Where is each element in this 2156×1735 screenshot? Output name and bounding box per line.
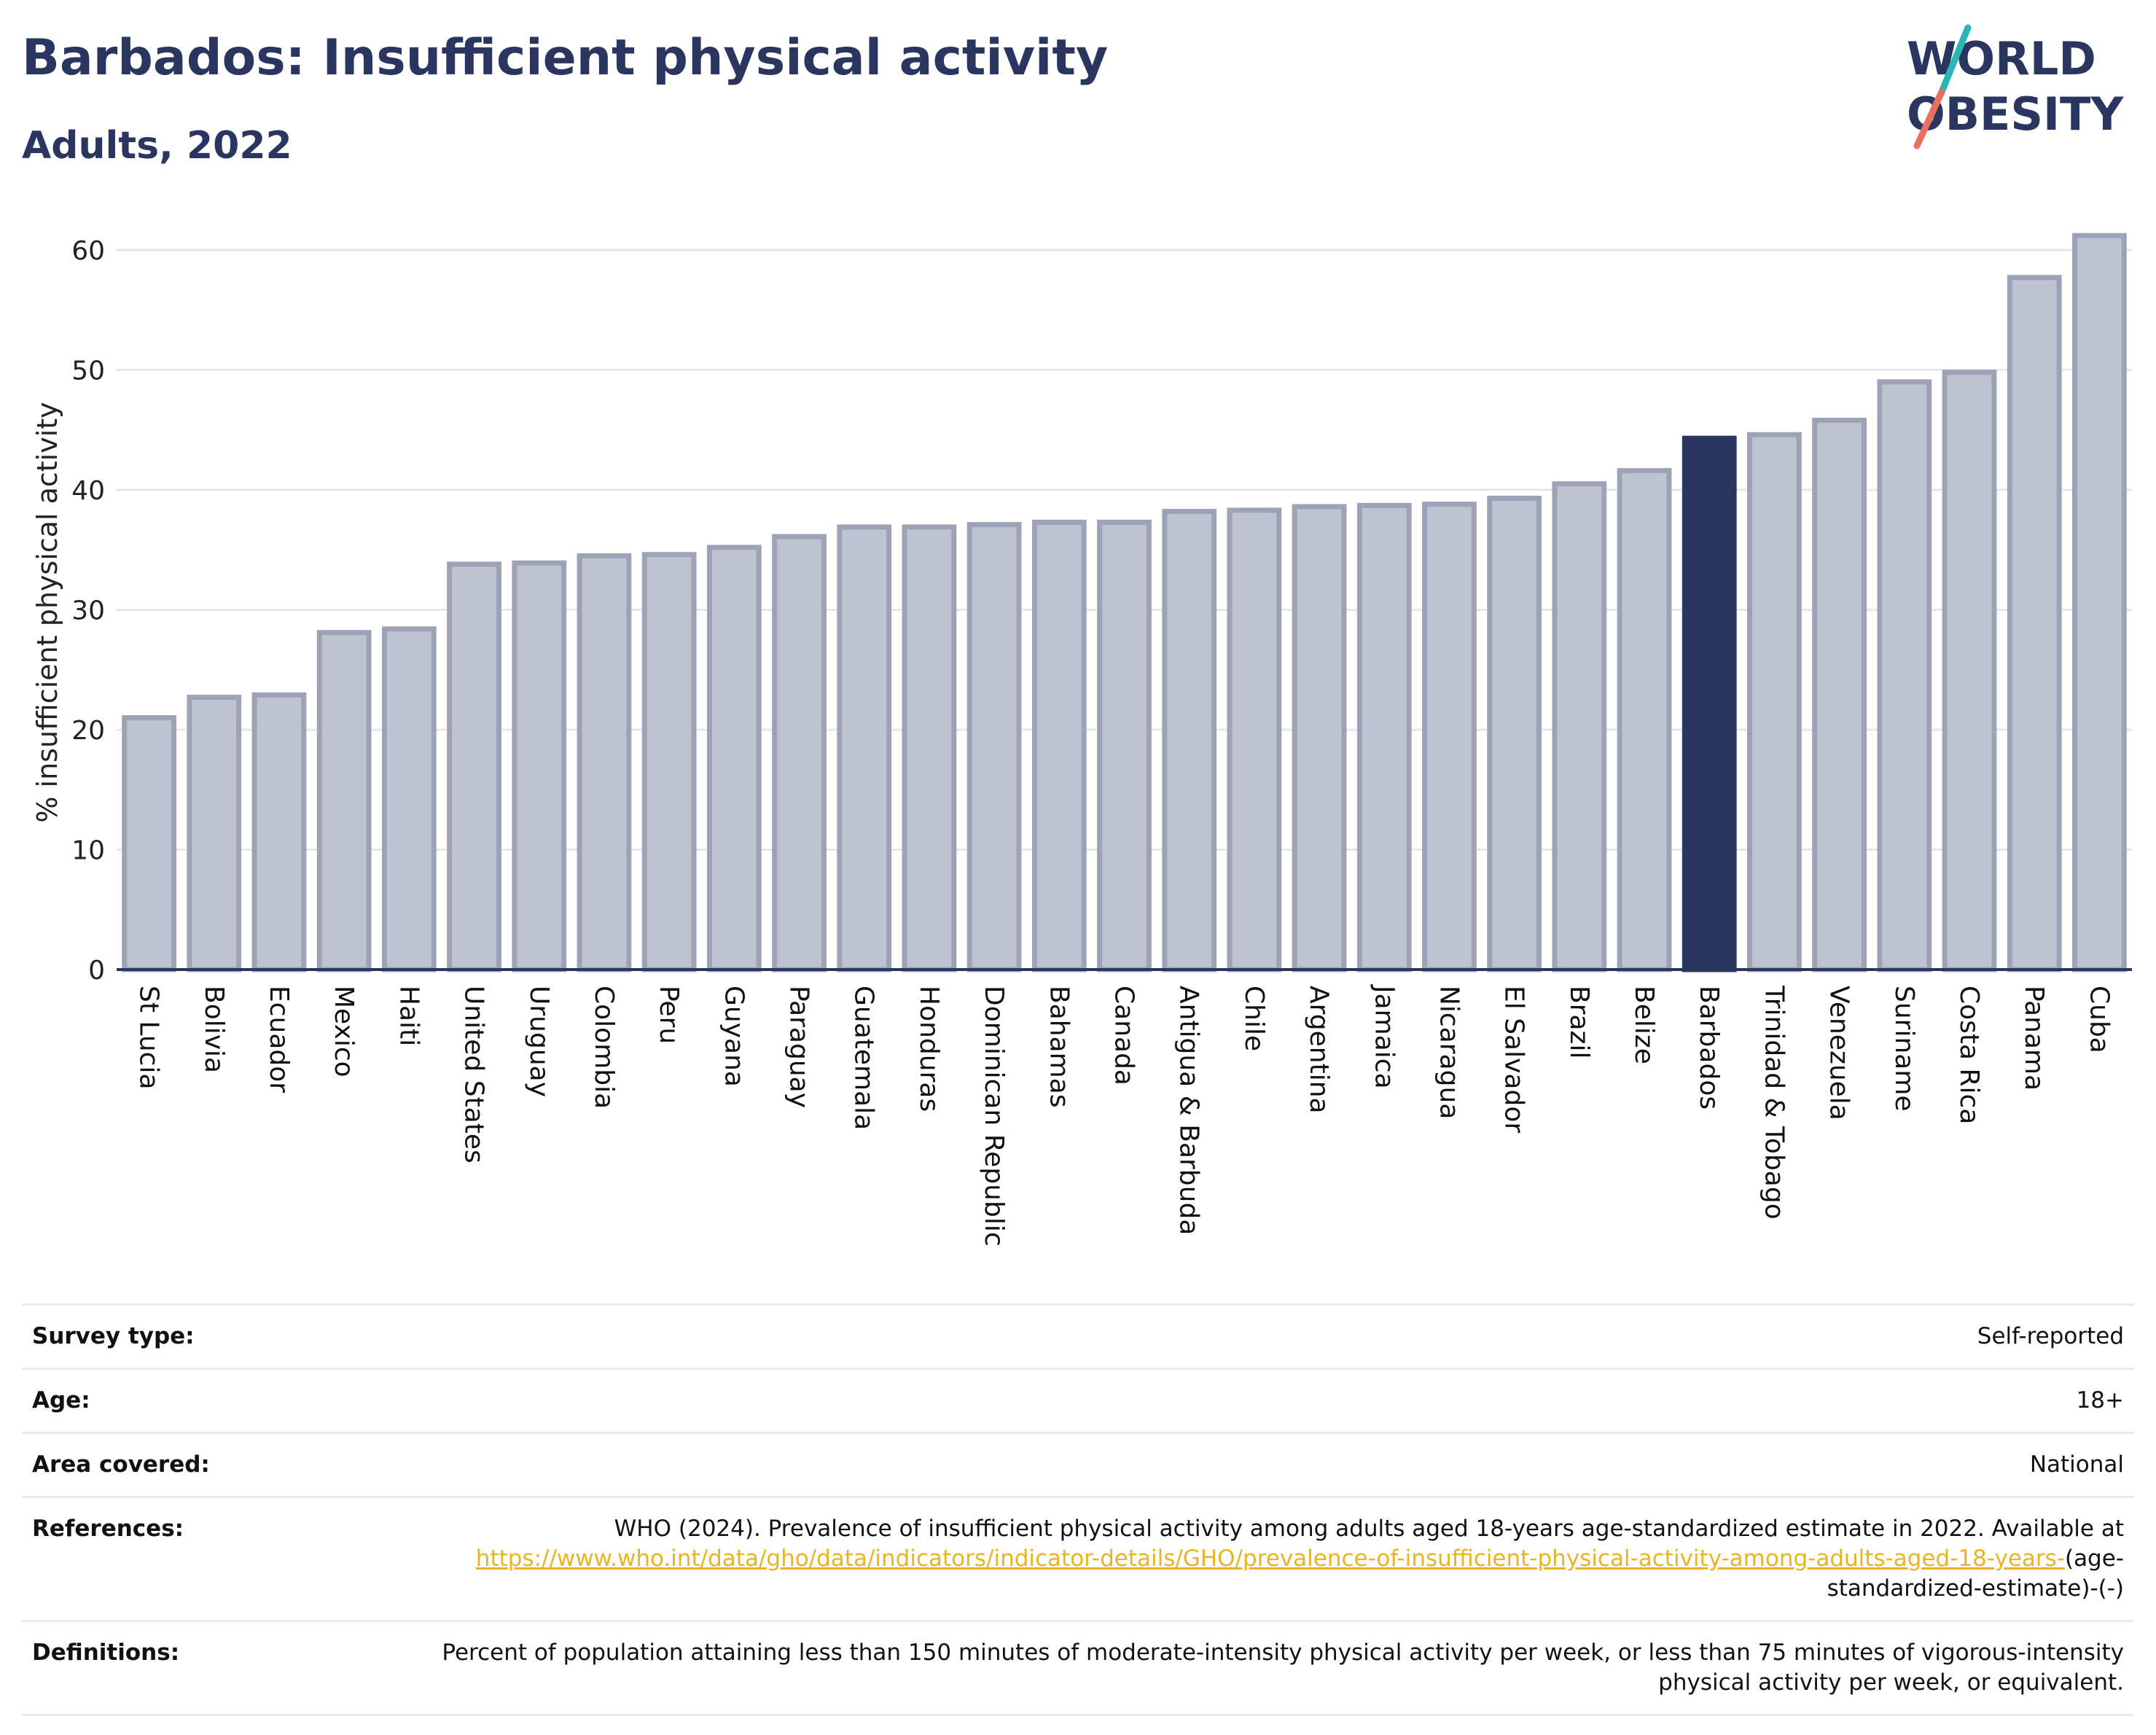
bar xyxy=(1227,507,1282,972)
bar xyxy=(1812,418,1867,972)
x-tick-label: Chile xyxy=(1239,986,1269,1051)
x-tick-label: Antigua & Barbuda xyxy=(1174,986,1204,1235)
x-tick-label: Panama xyxy=(2019,986,2049,1091)
bar xyxy=(1422,502,1477,972)
y-tick-label: 30 xyxy=(71,596,105,625)
bar xyxy=(1877,379,1932,972)
info-key: Area covered: xyxy=(22,1432,421,1497)
bar xyxy=(2072,233,2127,972)
x-tick-label: Argentina xyxy=(1304,986,1334,1114)
x-tick-label: Bahamas xyxy=(1044,986,1074,1108)
bar xyxy=(316,630,372,972)
bar xyxy=(706,545,762,972)
x-tick-label: El Salvador xyxy=(1499,986,1529,1133)
x-tick-label: Honduras xyxy=(914,986,944,1112)
bar xyxy=(1617,468,1672,972)
info-value: Self-reported xyxy=(421,1303,2134,1369)
bar xyxy=(1292,504,1347,972)
bar xyxy=(837,524,892,972)
x-tick-label: Peru xyxy=(654,986,684,1044)
x-tick-label: Guatemala xyxy=(849,986,879,1130)
x-tick-label: Bolivia xyxy=(199,986,229,1073)
reference-text: WHO (2024). Prevalence of insufficient p… xyxy=(614,1516,2124,1542)
info-key: Age: xyxy=(22,1368,421,1433)
bar xyxy=(772,534,827,972)
bar xyxy=(902,524,957,972)
x-tick-label: Mexico xyxy=(329,986,359,1077)
logo-line-world: WORLD xyxy=(1907,32,2096,85)
info-value: Percent of population attaining less tha… xyxy=(421,1620,2134,1716)
bar-chart: 0 10 20 30 40 50 60 % insufficient physical act… xyxy=(31,233,2132,1247)
bar xyxy=(1682,435,1737,972)
bar xyxy=(966,522,1022,972)
bar xyxy=(122,715,176,972)
y-tick-label: 0 xyxy=(88,956,105,986)
info-value-references: WHO (2024). Prevalence of insufficient p… xyxy=(421,1496,2134,1621)
y-tick-label: 60 xyxy=(71,236,105,266)
x-tick-label: Guyana xyxy=(719,986,749,1087)
x-tick-label: Colombia xyxy=(589,986,619,1109)
bar xyxy=(381,626,437,972)
bar xyxy=(1747,432,1802,972)
x-tick-label: Dominican Republic xyxy=(979,986,1009,1247)
logo-slash-red xyxy=(1913,88,1945,149)
x-tick-label: Trinidad & Tobago xyxy=(1759,985,1789,1220)
info-key: References: xyxy=(22,1496,421,1621)
bar xyxy=(1356,502,1412,972)
bar xyxy=(577,553,632,972)
x-tick-label: Costa Rica xyxy=(1954,986,1984,1124)
x-tick-label: Uruguay xyxy=(524,986,554,1097)
info-value: National xyxy=(421,1432,2134,1497)
logo-slash-teal xyxy=(1938,24,1972,95)
x-tick-label: Venezuela xyxy=(1824,986,1854,1120)
info-key: Definitions: xyxy=(22,1620,421,1716)
bar xyxy=(1031,519,1087,972)
info-row-definitions: Definitions: Percent of population attai… xyxy=(22,1620,2134,1716)
x-tick-label: Haiti xyxy=(394,986,423,1046)
y-axis-label: % insufficient physical activity xyxy=(31,402,63,822)
bar xyxy=(251,692,307,972)
bar xyxy=(512,560,567,972)
y-tick-label: 20 xyxy=(71,716,105,746)
x-tick-label: United States xyxy=(459,986,489,1163)
x-tick-label: Nicaragua xyxy=(1434,986,1464,1119)
x-tick-label: Suriname xyxy=(1889,986,1919,1112)
bar xyxy=(641,552,697,972)
info-row-area-covered: Area covered: National xyxy=(22,1432,2134,1497)
reference-link[interactable]: https://www.who.int/data/gho/data/indica… xyxy=(475,1545,2065,1572)
bar xyxy=(447,561,501,972)
reference-suffix: (age-standardized-estimate)-(-) xyxy=(1827,1545,2124,1602)
info-row-age: Age: 18+ xyxy=(22,1368,2134,1433)
x-tick-label: Jamaica xyxy=(1369,984,1399,1089)
x-tick-label: Cuba xyxy=(2084,986,2114,1053)
y-tick-label: 40 xyxy=(71,476,105,506)
chart-subtitle: Adults, 2022 xyxy=(22,124,292,168)
chart-title: Barbados: Insufficient physical activity xyxy=(22,29,1109,87)
info-row-references: References: WHO (2024). Prevalence of in… xyxy=(22,1496,2134,1621)
info-table: Survey type: Self-reported Age: 18+ Area… xyxy=(22,1303,2134,1716)
x-tick-label: Canada xyxy=(1109,986,1139,1085)
bar xyxy=(1097,519,1152,972)
info-row-survey-type: Survey type: Self-reported xyxy=(22,1303,2134,1369)
world-obesity-logo: WORLD OBESITY xyxy=(1907,24,2124,149)
x-tick-label: Belize xyxy=(1629,986,1659,1064)
bar xyxy=(1162,509,1217,972)
bar xyxy=(1552,481,1607,972)
x-tick-label: St Lucia xyxy=(134,986,164,1090)
info-value: 18+ xyxy=(421,1368,2134,1433)
x-tick-label: Ecuador xyxy=(264,986,294,1093)
x-tick-label: Paraguay xyxy=(784,986,814,1108)
x-tick-label: Barbados xyxy=(1694,986,1724,1110)
bar xyxy=(187,695,242,972)
y-tick-label: 50 xyxy=(71,356,105,386)
info-key: Survey type: xyxy=(22,1303,421,1369)
bar xyxy=(1487,495,1542,972)
bar xyxy=(2007,275,2062,972)
y-tick-label: 10 xyxy=(71,835,105,865)
bar xyxy=(1942,370,1997,972)
x-tick-label: Brazil xyxy=(1564,986,1594,1058)
